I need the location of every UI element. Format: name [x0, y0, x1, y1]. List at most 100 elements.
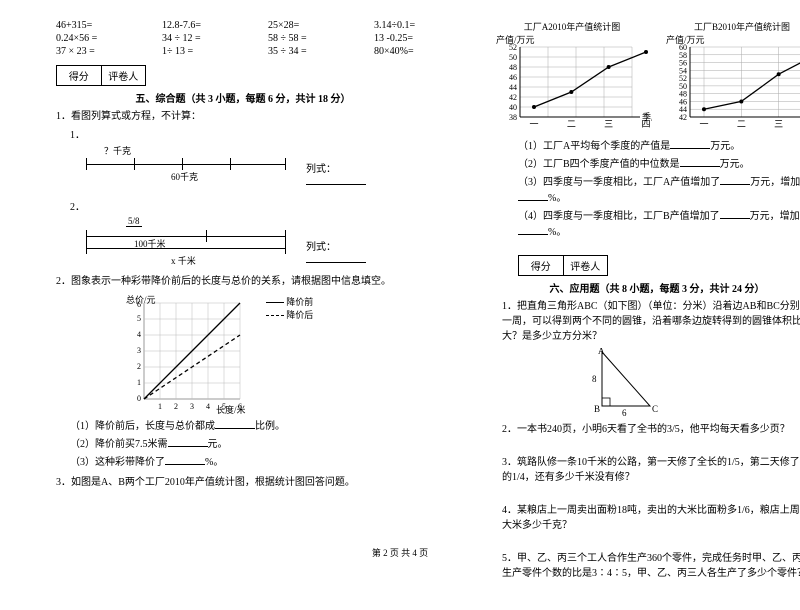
grader-label: 评卷人	[102, 66, 146, 85]
arith-cell: 25×28=	[268, 20, 350, 31]
section-5-title: 五、综合题（共 3 小题，每题 6 分，共计 18 分）	[30, 90, 456, 105]
arith-cell: 35 ÷ 34 =	[268, 46, 350, 57]
svg-text:50: 50	[509, 53, 517, 62]
fq-2: （2）工厂B四个季度产值的中位数是万元。	[518, 157, 800, 173]
factory-charts: 工厂A2010年产值统计图 产值/万元	[492, 20, 800, 133]
svg-text:54: 54	[679, 66, 687, 75]
svg-text:46: 46	[509, 73, 517, 82]
svg-text:4: 4	[137, 330, 141, 339]
arith-row-3: 37 × 23 = 1÷ 13 = 35 ÷ 34 = 80×40%=	[56, 46, 456, 57]
chartB-svg: 产值/万元 42444648505254565860 一二三四 季度	[662, 33, 800, 133]
price-ylabel: 总价/元	[126, 295, 156, 305]
svg-text:1: 1	[137, 378, 141, 387]
q5-1-1: 1．	[70, 128, 456, 144]
svg-text:B: B	[594, 404, 600, 414]
svg-text:38: 38	[509, 113, 517, 122]
arith-cell: 34 ÷ 12 =	[162, 33, 244, 44]
q5-1: 1．看图列算式或方程，不计算：	[56, 109, 456, 124]
seg2-formula-label: 列式：	[306, 238, 366, 266]
arith-cell: 80×40%=	[374, 46, 456, 57]
q5-1-2: 2．	[70, 200, 456, 216]
svg-text:3: 3	[190, 402, 194, 411]
arith-row-2: 0.24×56 = 34 ÷ 12 = 58 ÷ 58 = 13 -0.25=	[56, 33, 456, 44]
q6-1: 1．把直角三角形ABC（如下图）（单位：分米）沿着边AB和BC分别旋转一周，可以…	[502, 299, 800, 344]
svg-text:三: 三	[604, 119, 613, 129]
svg-text:季度: 季度	[642, 111, 652, 122]
score-label: 得分	[57, 66, 102, 85]
svg-text:42: 42	[679, 113, 687, 122]
svg-text:2: 2	[174, 402, 178, 411]
svg-text:0: 0	[137, 394, 141, 403]
q5-3: 3．如图是A、B两个工厂2010年产值统计图，根据统计图回答问题。	[56, 475, 456, 490]
svg-text:4: 4	[206, 402, 210, 411]
svg-text:52: 52	[679, 74, 687, 83]
chartB-title: 工厂B2010年产值统计图	[662, 20, 800, 33]
score-label: 得分	[519, 256, 564, 275]
svg-text:52: 52	[509, 43, 517, 52]
triangle-diagram: A B C 8 6	[592, 348, 800, 418]
segment-diagram-1: ？千克 60千克 列式：	[86, 150, 456, 180]
arith-cell: 12.8-7.6=	[162, 20, 244, 31]
svg-text:46: 46	[679, 97, 687, 106]
price-xlabel: 长度/米	[216, 404, 246, 415]
svg-text:1: 1	[158, 402, 162, 411]
arith-cell: 46+315=	[56, 20, 138, 31]
arith-cell: 0.24×56 =	[56, 33, 138, 44]
q5-2-3: （3）这种彩带降价了%。	[70, 455, 456, 471]
section-6-title: 六、应用题（共 8 小题，每题 3 分，共计 24 分）	[492, 280, 800, 295]
q6-4: 4．某粮店上一周卖出面粉18吨，卖出的大米比面粉多1/6，粮店上周卖出大米多少千…	[502, 503, 800, 533]
seg2-frac: 5/8	[126, 216, 142, 227]
arith-row-1: 46+315= 12.8-7.6= 25×28= 3.14÷0.1=	[56, 20, 456, 31]
svg-text:2: 2	[137, 362, 141, 371]
seg2-mid: 100千米	[134, 237, 166, 250]
fq-3: （3）四季度与一季度相比，工厂A产值增加了万元，增加了%。	[518, 175, 800, 207]
q6-2: 2．一本书240页，小明6天看了全书的3/5，他平均每天看多少页？	[502, 422, 800, 437]
seg1-bottom-label: 60千克	[171, 170, 198, 183]
seg2-bottom: x 千米	[171, 254, 196, 267]
score-box: 得分 评卷人	[56, 65, 146, 86]
arith-cell: 3.14÷0.1=	[374, 20, 456, 31]
q6-3: 3．筑路队修一条10千米的公路，第一天修了全长的1/5，第二天修了全长的1/4，…	[502, 455, 800, 485]
score-box-2: 得分 评卷人	[518, 255, 608, 276]
segment-diagram-2: 5/8 100千米 x 千米 列式：	[86, 222, 456, 268]
arith-cell: 58 ÷ 58 =	[268, 33, 350, 44]
chartA-title: 工厂A2010年产值统计图	[492, 20, 652, 33]
fq-4: （4）四季度与一季度相比，工厂B产值增加了万元，增加了%。	[518, 209, 800, 241]
price-chart-svg: 012 3456 123 456 总价/元 长度/米	[120, 295, 260, 415]
seg1-formula-label: 列式：	[306, 160, 366, 188]
svg-text:一: 一	[529, 119, 538, 129]
svg-text:6: 6	[622, 408, 627, 418]
q5-2: 2．图象表示一种彩带降价前后的长度与总价的关系，请根据图中信息填空。	[56, 274, 456, 289]
svg-text:8: 8	[592, 374, 597, 384]
svg-text:二: 二	[567, 119, 576, 129]
page-footer: 第 2 页 共 4 页	[0, 546, 800, 559]
grader-label: 评卷人	[564, 256, 608, 275]
svg-text:50: 50	[679, 82, 687, 91]
price-chart: 012 3456 123 456 总价/元 长度/米 降价前 降价后	[120, 295, 456, 415]
svg-text:44: 44	[509, 83, 517, 92]
chartA-svg: 产值/万元 3840424446485052	[492, 33, 652, 133]
svg-text:42: 42	[509, 93, 517, 102]
svg-text:44: 44	[679, 105, 687, 114]
arith-cell: 37 × 23 =	[56, 46, 138, 57]
svg-text:60: 60	[679, 43, 687, 52]
seg1-top-label: ？千克	[104, 144, 131, 157]
arith-cell: 1÷ 13 =	[162, 46, 244, 57]
q5-2-1: （1）降价前后，长度与总价都成比例。	[70, 419, 456, 435]
svg-text:5: 5	[137, 314, 141, 323]
svg-text:A: A	[598, 348, 605, 356]
svg-text:一: 一	[699, 119, 708, 129]
svg-text:三: 三	[774, 119, 783, 129]
svg-text:58: 58	[679, 51, 687, 60]
arith-cell: 13 -0.25=	[374, 33, 456, 44]
svg-text:48: 48	[509, 63, 517, 72]
fq-1: （1）工厂A平均每个季度的产值是万元。	[518, 139, 800, 155]
price-legend: 降价前 降价后	[266, 295, 313, 321]
svg-text:40: 40	[509, 103, 517, 112]
q5-2-2: （2）降价前买7.5米需元。	[70, 437, 456, 453]
svg-text:3: 3	[137, 346, 141, 355]
svg-text:56: 56	[679, 59, 687, 68]
svg-text:C: C	[652, 404, 658, 414]
svg-text:48: 48	[679, 90, 687, 99]
svg-text:二: 二	[737, 119, 746, 129]
